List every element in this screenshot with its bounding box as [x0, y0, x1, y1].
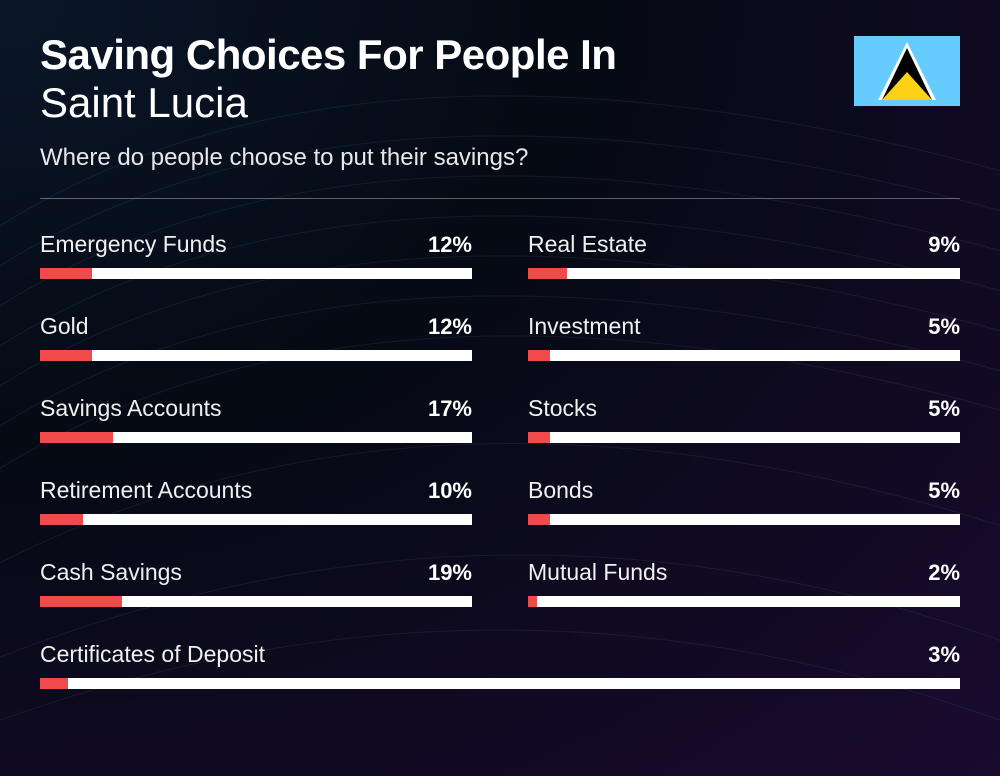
bar-track	[40, 678, 960, 689]
item-label: Retirement Accounts	[40, 477, 252, 504]
item-label: Certificates of Deposit	[40, 641, 265, 668]
bar-fill	[528, 350, 550, 361]
header: Saving Choices For People In Saint Lucia…	[40, 32, 960, 172]
subtitle: Where do people choose to put their savi…	[40, 144, 854, 172]
item-value: 19%	[428, 560, 472, 586]
bar-fill	[40, 350, 92, 361]
item-label: Stocks	[528, 395, 597, 422]
chart-item: Emergency Funds 12%	[40, 231, 472, 279]
item-value: 2%	[928, 560, 960, 586]
bar-fill	[528, 514, 550, 525]
chart-item: Stocks 5%	[528, 395, 960, 443]
chart-item: Bonds 5%	[528, 477, 960, 525]
item-label: Cash Savings	[40, 559, 182, 586]
item-value: 9%	[928, 232, 960, 258]
chart-grid: Emergency Funds 12% Real Estate 9% Gold 12% In…	[40, 231, 960, 689]
item-value: 5%	[928, 478, 960, 504]
item-label: Mutual Funds	[528, 559, 667, 586]
chart-item: Savings Accounts 17%	[40, 395, 472, 443]
item-value: 5%	[928, 396, 960, 422]
item-label: Bonds	[528, 477, 593, 504]
bar-track	[40, 350, 472, 361]
bar-track	[40, 514, 472, 525]
item-label: Savings Accounts	[40, 395, 222, 422]
title-main: Saving Choices For People In	[40, 32, 854, 78]
bar-track	[528, 596, 960, 607]
bar-fill	[40, 596, 122, 607]
bar-fill	[528, 432, 550, 443]
title-country: Saint Lucia	[40, 80, 854, 126]
bar-fill	[528, 268, 567, 279]
bar-fill	[528, 596, 537, 607]
bar-track	[528, 268, 960, 279]
chart-item: Retirement Accounts 10%	[40, 477, 472, 525]
item-label: Real Estate	[528, 231, 647, 258]
bar-track	[40, 596, 472, 607]
item-value: 12%	[428, 232, 472, 258]
item-label: Emergency Funds	[40, 231, 227, 258]
chart-item: Cash Savings 19%	[40, 559, 472, 607]
chart-item: Certificates of Deposit 3%	[40, 641, 960, 689]
item-label: Gold	[40, 313, 89, 340]
chart-item: Investment 5%	[528, 313, 960, 361]
bar-track	[528, 514, 960, 525]
item-value: 5%	[928, 314, 960, 340]
flag-saint-lucia	[854, 36, 960, 106]
divider	[40, 198, 960, 199]
bar-fill	[40, 678, 68, 689]
bar-track	[40, 268, 472, 279]
chart-item: Gold 12%	[40, 313, 472, 361]
item-label: Investment	[528, 313, 641, 340]
item-value: 17%	[428, 396, 472, 422]
bar-fill	[40, 514, 83, 525]
bar-track	[40, 432, 472, 443]
item-value: 12%	[428, 314, 472, 340]
bar-track	[528, 432, 960, 443]
item-value: 10%	[428, 478, 472, 504]
bar-fill	[40, 268, 92, 279]
chart-item: Real Estate 9%	[528, 231, 960, 279]
item-value: 3%	[928, 642, 960, 668]
bar-track	[528, 350, 960, 361]
bar-fill	[40, 432, 113, 443]
chart-item: Mutual Funds 2%	[528, 559, 960, 607]
